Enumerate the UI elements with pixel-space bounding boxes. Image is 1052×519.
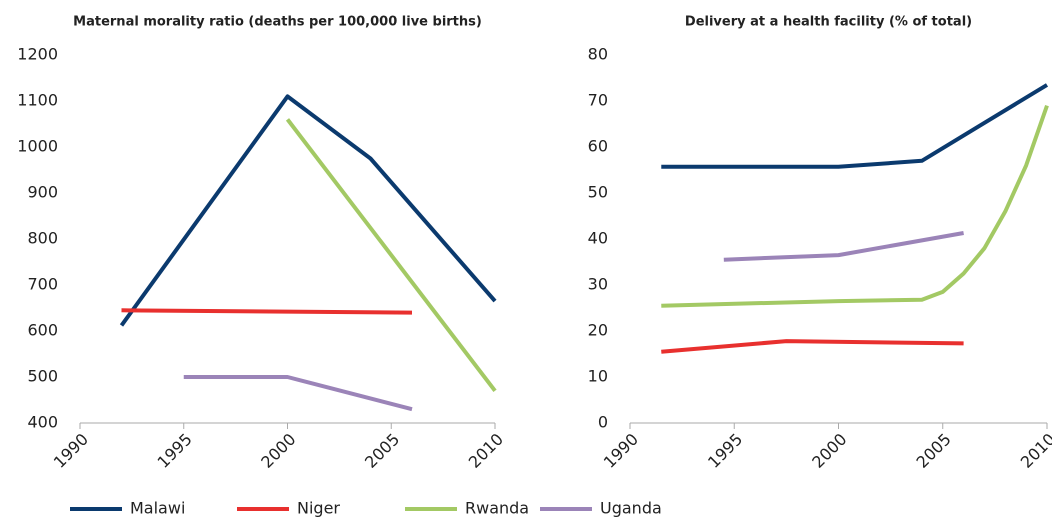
legend-label: Niger xyxy=(297,499,340,518)
line-series xyxy=(661,104,1049,308)
y-tick-label: 800 xyxy=(27,229,58,248)
line-series xyxy=(285,118,497,393)
y-tick-label: 1200 xyxy=(17,45,58,64)
line-series xyxy=(121,308,413,315)
x-tick-label: 2005 xyxy=(361,430,403,472)
y-tick-label: 700 xyxy=(27,275,58,294)
y-tick-label: 40 xyxy=(588,229,608,248)
y-tick-label: 600 xyxy=(27,321,58,340)
chart-title: Maternal morality ratio (deaths per 100,… xyxy=(73,15,482,30)
legend-label: Malawi xyxy=(130,499,185,518)
x-tick-label: 2010 xyxy=(465,430,507,472)
y-tick-label: 80 xyxy=(588,45,608,64)
legend-label: Uganda xyxy=(600,499,662,518)
x-tick-label: 1995 xyxy=(704,430,746,472)
y-tick-label: 1100 xyxy=(17,91,58,110)
x-tick-label: 2005 xyxy=(913,430,955,472)
y-tick-label: 50 xyxy=(588,183,608,202)
y-tick-label: 400 xyxy=(27,413,58,432)
x-tick-label: 1995 xyxy=(154,430,196,472)
legend-label: Rwanda xyxy=(465,499,529,518)
x-tick-label: 1990 xyxy=(50,430,92,472)
x-tick-label: 2000 xyxy=(808,430,850,472)
line-series xyxy=(723,231,964,262)
y-tick-label: 1000 xyxy=(17,137,58,156)
line-series xyxy=(119,94,497,327)
y-tick-label: 30 xyxy=(588,275,608,294)
line-series xyxy=(661,83,1049,169)
x-tick-label: 2000 xyxy=(257,430,299,472)
x-tick-label: 2010 xyxy=(1017,430,1052,472)
y-tick-label: 10 xyxy=(588,367,608,386)
y-tick-label: 20 xyxy=(588,321,608,340)
line-series xyxy=(183,375,413,412)
y-tick-label: 60 xyxy=(588,137,608,156)
y-tick-label: 500 xyxy=(27,367,58,386)
y-tick-label: 0 xyxy=(598,413,608,432)
x-tick-label: 1990 xyxy=(600,430,642,472)
y-tick-label: 70 xyxy=(588,91,608,110)
chart-title: Delivery at a health facility (% of tota… xyxy=(685,15,972,30)
y-tick-label: 900 xyxy=(27,183,58,202)
line-series xyxy=(661,339,964,354)
